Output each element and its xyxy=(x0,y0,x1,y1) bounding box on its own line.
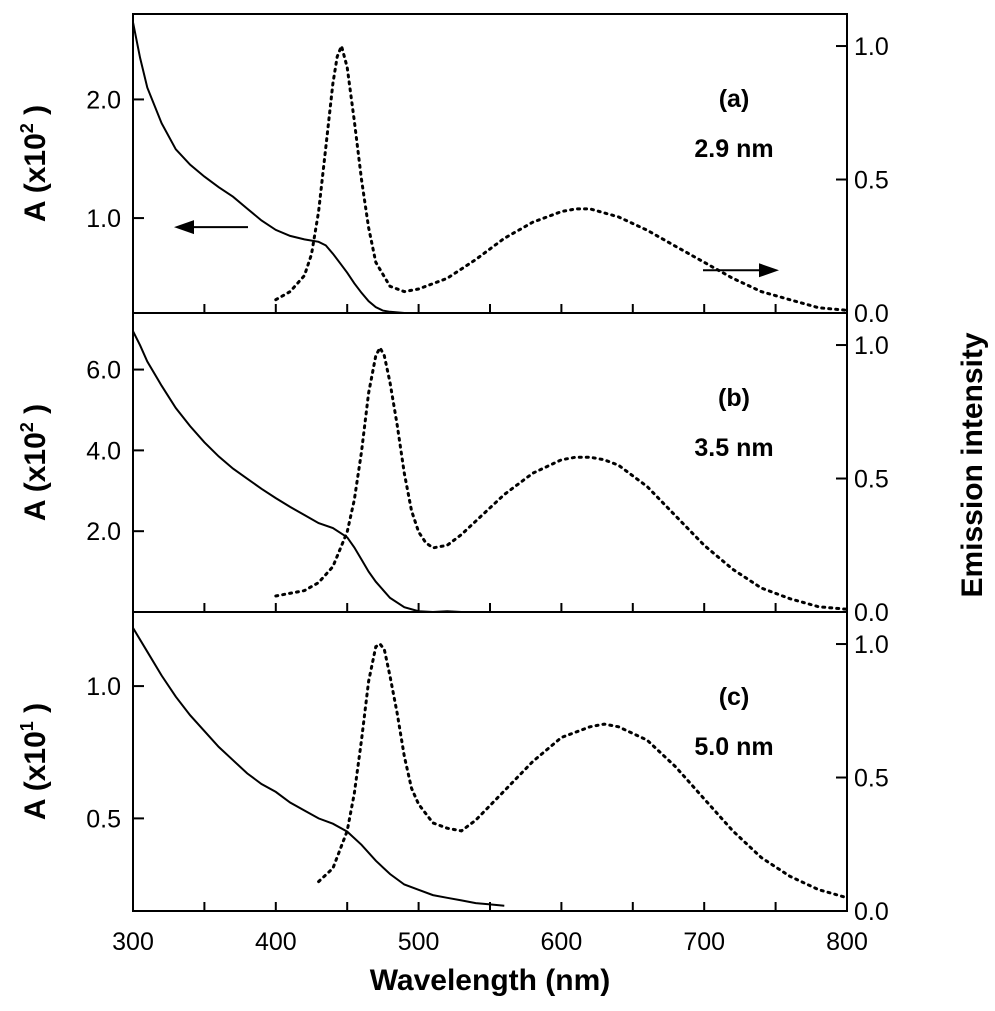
panel-c: 0.5 1.0 0.0 0.5 1.0 A (x101 ) (c) 5.0 nm xyxy=(17,611,889,926)
left-axis-title-suffix: ) xyxy=(19,703,52,721)
left-tick-label: 4.0 xyxy=(86,437,121,465)
right-tick-label: 0.0 xyxy=(854,898,889,926)
x-tick-label: 800 xyxy=(826,928,868,956)
left-tick-label: 1.0 xyxy=(86,673,121,701)
x-tick-label: 500 xyxy=(398,928,440,956)
left-axis-title-suffix: ) xyxy=(19,404,52,422)
right-tick-label: 1.0 xyxy=(854,33,889,61)
right-tick-label: 0.5 xyxy=(854,765,889,793)
right-tick-label: 1.0 xyxy=(854,332,889,360)
right-tick-label: 0.5 xyxy=(854,167,889,195)
panel-a: 1.0 2.0 0.0 0.5 1.0 A (x102 ) (a) 2.9 nm xyxy=(17,13,889,328)
left-tick-label: 0.5 xyxy=(86,805,121,833)
left-axis-title-prefix: A (x10 xyxy=(19,133,52,222)
emission-curve xyxy=(274,41,849,312)
x-tick-label: 300 xyxy=(112,928,154,956)
x-axis: 300 400 500 600 700 800 xyxy=(112,928,868,956)
left-arrow-icon xyxy=(174,220,194,235)
x-axis-title: Wavelength (nm) xyxy=(370,964,611,997)
left-axis-title: A (x102 ) xyxy=(17,105,52,222)
absorption-curve xyxy=(132,627,505,907)
left-axis-title-exponent: 1 xyxy=(17,721,37,731)
right-arrow-icon xyxy=(759,263,779,278)
panel-label: (c) xyxy=(719,683,750,711)
right-tick-label: 0.0 xyxy=(854,300,889,328)
panel-b: 2.0 4.0 6.0 0.0 0.5 1.0 A (x102 ) (b) 3.5 nm xyxy=(17,312,889,627)
right-tick-label: 0.5 xyxy=(854,466,889,494)
panel-frame xyxy=(132,312,848,613)
left-axis-title-suffix: ) xyxy=(19,105,52,123)
panel-frame xyxy=(132,13,848,314)
left-axis-title: A (x102 ) xyxy=(17,404,52,521)
emission-curve xyxy=(317,642,849,900)
left-axis-title-prefix: A (x10 xyxy=(19,432,52,521)
right-tick-label: 0.0 xyxy=(854,599,889,627)
left-tick-label: 6.0 xyxy=(86,357,121,385)
panel-label: (b) xyxy=(718,384,750,412)
left-tick-label: 2.0 xyxy=(86,86,121,114)
right-tick-label: 1.0 xyxy=(854,631,889,659)
panels-layer: 1.02.00.00.51.0A (x102 )(a)2.9 nm2.04.06… xyxy=(17,13,889,926)
left-axis-title-exponent: 2 xyxy=(17,123,37,133)
x-tick-label: 700 xyxy=(683,928,725,956)
particle-size-label: 2.9 nm xyxy=(694,135,773,163)
left-tick-label: 2.0 xyxy=(86,518,121,546)
absorption-curve xyxy=(132,22,448,314)
particle-size-label: 3.5 nm xyxy=(694,434,773,462)
left-tick-label: 1.0 xyxy=(86,205,121,233)
x-tick-label: 600 xyxy=(541,928,583,956)
left-axis-title-exponent: 2 xyxy=(17,422,37,432)
particle-size-label: 5.0 nm xyxy=(694,733,773,761)
absorption-curve xyxy=(132,330,462,614)
left-axis-title-prefix: A (x10 xyxy=(19,731,52,820)
emission-curve xyxy=(274,344,849,611)
right-axis-title: Emission intensity xyxy=(956,332,989,597)
panel-label: (a) xyxy=(719,85,750,113)
panel-frame xyxy=(132,611,848,912)
left-axis-title: A (x101 ) xyxy=(17,703,52,820)
x-tick-label: 400 xyxy=(255,928,297,956)
